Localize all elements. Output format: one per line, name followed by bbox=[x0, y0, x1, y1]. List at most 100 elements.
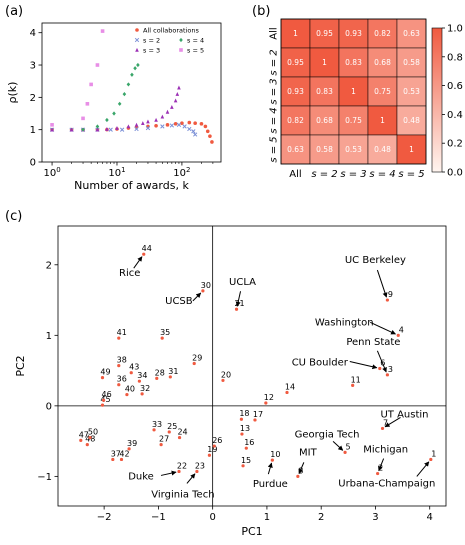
panel-b-cell-label: 0.93 bbox=[345, 29, 362, 38]
panel-a-point-s3 bbox=[130, 72, 134, 77]
panel-c-point-label: 11 bbox=[351, 375, 361, 384]
panel-c-xtick-label: 1 bbox=[264, 512, 270, 523]
panel-c-xlabel: PC1 bbox=[241, 525, 262, 538]
panel-b-cell bbox=[396, 105, 427, 136]
panel-c-point-label: 16 bbox=[244, 438, 254, 447]
panel-b-cell bbox=[367, 76, 398, 107]
panel-a-scatter: (a) 100 101 102 0 1 2 3 4 Number of awards, k ρ(k)… bbox=[5, 4, 222, 192]
panel-a-point-s2 bbox=[95, 127, 100, 132]
panel-b-cell bbox=[338, 76, 369, 107]
panel-a-point-s3 bbox=[117, 101, 122, 106]
panel-b-cell-label: 0.83 bbox=[316, 87, 333, 96]
panel-a-point-s3 bbox=[122, 92, 127, 97]
panel-c-xtick-label: 4 bbox=[427, 512, 433, 523]
panel-b-cell bbox=[280, 47, 311, 78]
panel-c-point-label: 27 bbox=[159, 435, 169, 444]
panel-a-point-s4 bbox=[85, 102, 90, 106]
panel-c-point bbox=[125, 392, 129, 397]
panel-c-annotation-arrow bbox=[267, 462, 273, 475]
panel-a-point-s0 bbox=[210, 140, 214, 144]
panel-b-row-label: s = 2 bbox=[269, 49, 280, 75]
panel-b-col-label: s = 3 bbox=[340, 169, 366, 180]
panel-c-point-label: 36 bbox=[117, 375, 127, 384]
panel-c-annotation-label: Urbana-Champaign bbox=[338, 478, 435, 489]
panel-c-point bbox=[241, 464, 245, 468]
panel-a-point-s3 bbox=[105, 117, 109, 123]
panel-c-point bbox=[201, 289, 205, 293]
panel-c-annotation-label: Penn State bbox=[346, 337, 400, 348]
panel-a-label: (a) bbox=[5, 4, 23, 19]
panel-c-xtick-label: 2 bbox=[318, 512, 324, 523]
panel-c-annotation-label: Washington bbox=[315, 317, 374, 328]
panel-c-annotation-arrow bbox=[378, 458, 385, 472]
panel-c-point bbox=[239, 417, 244, 421]
panel-a-point-s2 bbox=[173, 98, 178, 103]
panel-a-point-s4 bbox=[50, 123, 54, 127]
panel-c-point bbox=[177, 469, 181, 474]
panel-b-cell-label: 0.75 bbox=[345, 116, 362, 125]
panel-c-point-label: 23 bbox=[195, 461, 205, 470]
panel-c-annotation-label: UCLA bbox=[229, 277, 256, 288]
panel-a-legend-label: s = 2 bbox=[143, 36, 160, 44]
panel-c-annotation-arrow bbox=[384, 416, 401, 428]
panel-b-colorbar-label: 0.6 bbox=[447, 81, 463, 92]
panel-b-row-label: s = 5 bbox=[269, 136, 280, 162]
panel-a-point-s1 bbox=[145, 125, 151, 131]
panel-a-point-s0 bbox=[173, 122, 178, 126]
panel-c-point bbox=[100, 403, 105, 407]
panel-c-point-label: 22 bbox=[177, 461, 187, 470]
panel-a-point-s1 bbox=[176, 122, 182, 127]
panel-c-point bbox=[127, 447, 131, 451]
panel-c-point-label: 40 bbox=[125, 385, 135, 394]
panel-a-point-s3 bbox=[126, 82, 131, 87]
panel-b-cell-label: 1 bbox=[293, 29, 298, 38]
panel-c-point-label: 29 bbox=[192, 354, 202, 363]
panel-b-cell-label: 0.82 bbox=[287, 116, 304, 125]
panel-b-cell-label: 0.48 bbox=[403, 116, 420, 125]
panel-c-annotation-arrow bbox=[376, 269, 388, 298]
panel-c-point bbox=[168, 375, 172, 379]
panel-c-point-label: 45 bbox=[100, 395, 110, 404]
panel-c-point-label: 46 bbox=[101, 390, 111, 399]
panel-b-cell-label: 1 bbox=[322, 58, 327, 67]
panel-c-point bbox=[380, 426, 385, 431]
panel-b-cell-label: 0.82 bbox=[374, 29, 391, 38]
panel-b-colorbar-label: 0.0 bbox=[447, 168, 463, 179]
panel-c-annotation-arrow bbox=[160, 470, 177, 476]
panel-c-point bbox=[234, 307, 239, 311]
panel-a-point-s3 bbox=[95, 124, 100, 129]
panel-c-pca-scatter: (c)−2−101234−1012PC1PC212345678910111213… bbox=[5, 209, 447, 538]
panel-c-point bbox=[285, 390, 289, 395]
panel-c-xtick-label: −2 bbox=[97, 512, 112, 523]
panel-b-cell bbox=[367, 47, 398, 78]
panel-b-cell-label: 1 bbox=[351, 87, 356, 96]
panel-b-cell-label: 0.53 bbox=[345, 145, 362, 154]
panel-c-point bbox=[396, 333, 400, 337]
panel-a-point-s1 bbox=[108, 127, 113, 132]
panel-b-col-label: All bbox=[289, 169, 301, 180]
panel-a-ytick-label: 4 bbox=[30, 28, 36, 39]
panel-c-point bbox=[155, 376, 159, 380]
panel-a-point-s0 bbox=[193, 121, 197, 126]
panel-b-cell-label: 0.53 bbox=[403, 87, 420, 96]
panel-a-legend-label: s = 4 bbox=[187, 36, 204, 44]
panel-b-cell-label: 0.75 bbox=[374, 87, 391, 96]
panel-c-point-label: 30 bbox=[201, 281, 211, 290]
panel-a-legend-marker bbox=[179, 37, 183, 43]
panel-c-point bbox=[240, 432, 244, 436]
panel-c-point bbox=[195, 469, 199, 474]
panel-c-point-label: 18 bbox=[239, 409, 249, 418]
panel-c-point-label: 26 bbox=[212, 436, 222, 445]
panel-c-point-label: 21 bbox=[234, 299, 244, 308]
panel-b-frame bbox=[280, 18, 427, 165]
panel-b-cell-label: 0.68 bbox=[316, 116, 333, 125]
panel-b-colorbar-label: 1.0 bbox=[447, 24, 463, 35]
panel-c-point bbox=[221, 378, 225, 383]
panel-c-annotation-arrow bbox=[186, 473, 196, 484]
panel-a-point-s4 bbox=[89, 82, 93, 87]
panel-c-label: (c) bbox=[5, 209, 22, 224]
panel-c-point bbox=[264, 401, 268, 405]
panel-c-point bbox=[253, 418, 257, 422]
panel-a-point-s2 bbox=[165, 109, 170, 114]
panel-a-point-s2 bbox=[154, 117, 158, 122]
